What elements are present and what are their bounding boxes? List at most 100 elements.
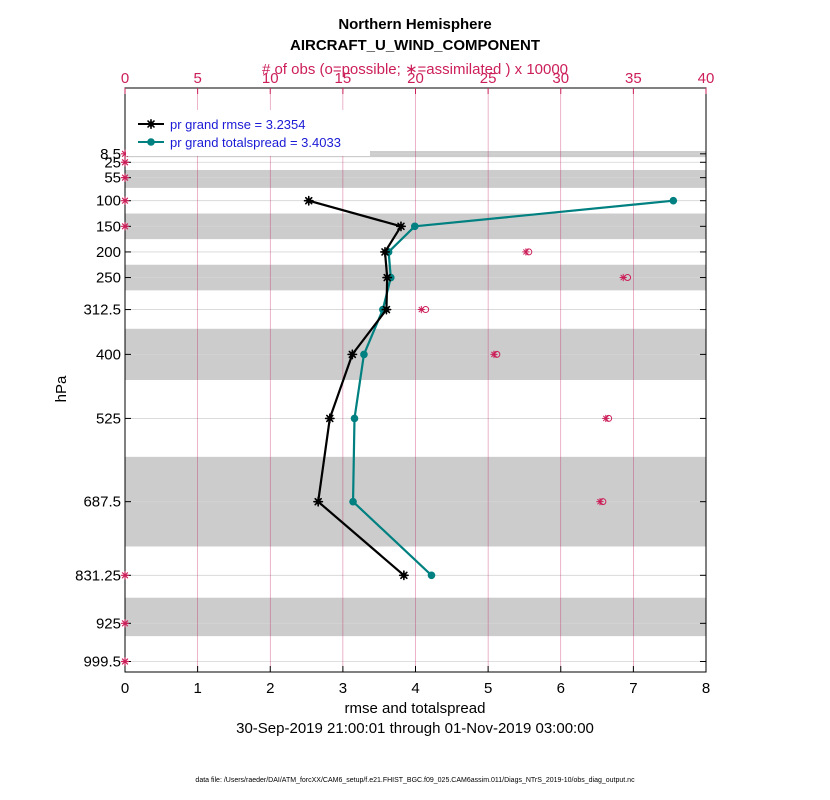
rmse-point-8 [398,570,409,581]
x-tick-label-6: 6 [557,680,565,697]
obs-assimilated-marker-4 [602,414,610,423]
y-tick-label-7: 312.5 [83,302,121,319]
x-axis-label: rmse and totalspread [345,700,486,717]
legend-rmse-label: pr grand rmse = 3.2354 [170,117,306,132]
obs-zero-marker-7-stroke [121,658,129,665]
rmse-point-7 [313,496,324,507]
rmse-point-6 [324,413,335,424]
top-tick-label-7: 35 [625,70,642,87]
top-axis-ticks: 0 5 10 15 20 25 30 35 40 [121,70,715,94]
x-tick-label-4: 4 [411,680,419,697]
obs-zero-marker-3-stroke [121,197,129,204]
obs-assimilated-marker-0-stroke [523,249,529,255]
obs-zero-marker-2 [120,173,130,182]
obs-zero-marker-3 [120,196,130,205]
y-tick-label-10: 687.5 [83,494,121,511]
totalspread-point-5 [360,350,368,359]
y-tick-label-11: 831.25 [75,567,121,584]
rmse-point-5 [347,349,358,360]
bottom-axis-ticks: 0 1 2 3 4 5 6 7 8 [121,666,710,697]
obs-zero-marker-4-stroke [121,223,129,230]
date-range-label: 30-Sep-2019 21:00:01 through 01-Nov-2019… [236,720,594,737]
legend-rmse-marker-star [146,119,156,129]
y-tick-label-13: 999.5 [83,653,121,670]
y-tick-label-6: 250 [96,270,121,287]
rmse-point-1-stroke [397,222,405,231]
obs-assimilated-marker-2-stroke [418,306,425,313]
top-axis-label: # of obs (o=possible; ∗=assimilated ) x … [262,61,568,78]
obs-zero-marker-2-stroke [121,174,129,181]
top-tick-label-5: 25 [480,70,497,87]
obs-zero-marker-4 [120,222,130,231]
rmse-point-8-stroke [400,571,408,580]
obs-count-markers [120,149,632,666]
obs-assimilated-marker-1 [619,273,627,282]
series-layer [303,195,678,581]
x-tick-label-7: 7 [629,680,637,697]
legend-totalspread-marker [147,138,155,146]
obs-assimilated-marker-3 [490,350,498,359]
x-tick-label-8: 8 [702,680,710,697]
chart-title: Northern Hemisphere [338,16,491,33]
rmse-point-2 [379,246,390,257]
obs-assimilated-marker-3-stroke [491,351,497,358]
obs-assimilated-marker-5-stroke [597,498,603,505]
rmse-point-2-stroke [381,248,389,256]
legend-totalspread-marker-dot [147,138,155,146]
rmse-point-7-stroke [314,497,322,506]
rmse-point-1 [395,221,406,232]
top-tick-label-3: 15 [335,70,352,87]
data-file-footer: data file: /Users/raeder/DAI/ATM_forcXX/… [195,777,635,784]
rmse-point-6-stroke [326,414,334,423]
chart-subtitle: AIRCRAFT_U_WIND_COMPONENT [290,37,540,54]
y-tick-label-9: 525 [96,410,121,427]
top-tick-label-2: 10 [262,70,279,87]
rmse-point-3 [382,272,393,283]
totalspread-point-0 [669,196,678,205]
legend-rmse-marker-star-stroke [147,120,155,128]
totalspread-point-8 [427,571,436,580]
x-tick-label-0: 0 [121,680,129,697]
obs-assimilated-marker-0 [522,248,530,256]
rmse-point-4-stroke [382,305,391,314]
x-tick-label-2: 2 [266,680,274,697]
obs-zero-marker-1 [120,158,130,167]
totalspread-point-7 [349,497,357,506]
rmse-point-3-stroke [383,273,391,282]
y-tick-label-1: 25 [104,154,121,171]
obs-assimilated-marker-4-stroke [603,415,609,422]
y-tick-label-4: 150 [96,218,121,235]
x-tick-label-5: 5 [484,680,492,697]
y-tick-label-2: 55 [104,170,121,187]
obs-zero-marker-1-stroke [121,159,129,166]
obs-assimilated-marker-5 [596,497,604,506]
y-tick-label-5: 200 [96,244,121,261]
obs-zero-marker-5 [120,571,130,580]
totalspread-point-1 [410,222,419,231]
top-tick-label-8: 40 [698,70,715,87]
obs-zero-marker-6 [120,619,130,628]
rmse-point-5-stroke [348,350,357,359]
obs-zero-marker-7 [120,657,130,666]
legend: pr grand rmse = 3.2354 pr grand totalspr… [126,110,370,156]
y-tick-label-12: 925 [96,615,121,632]
totalspread-point-6 [350,414,359,423]
obs-zero-marker-5-stroke [121,572,129,579]
y-tick-label-3: 100 [96,193,121,210]
rmse-point-0-stroke [304,196,313,205]
y-tick-label-8: 400 [96,346,121,363]
rmse-point-4 [381,304,392,315]
top-tick-label-1: 5 [193,70,201,87]
x-tick-label-1: 1 [193,680,201,697]
x-tick-label-3: 3 [339,680,347,697]
top-tick-label-4: 20 [407,70,424,87]
top-tick-label-0: 0 [121,70,129,87]
legend-totalspread-label: pr grand totalspread = 3.4033 [170,135,341,150]
obs-assimilated-marker-1-stroke [620,274,626,281]
obs-zero-marker-6-stroke [121,620,129,627]
top-tick-label-6: 30 [552,70,569,87]
obs-assimilated-marker-2 [417,305,426,314]
y-tick-label-0: 8.5 [100,146,121,163]
